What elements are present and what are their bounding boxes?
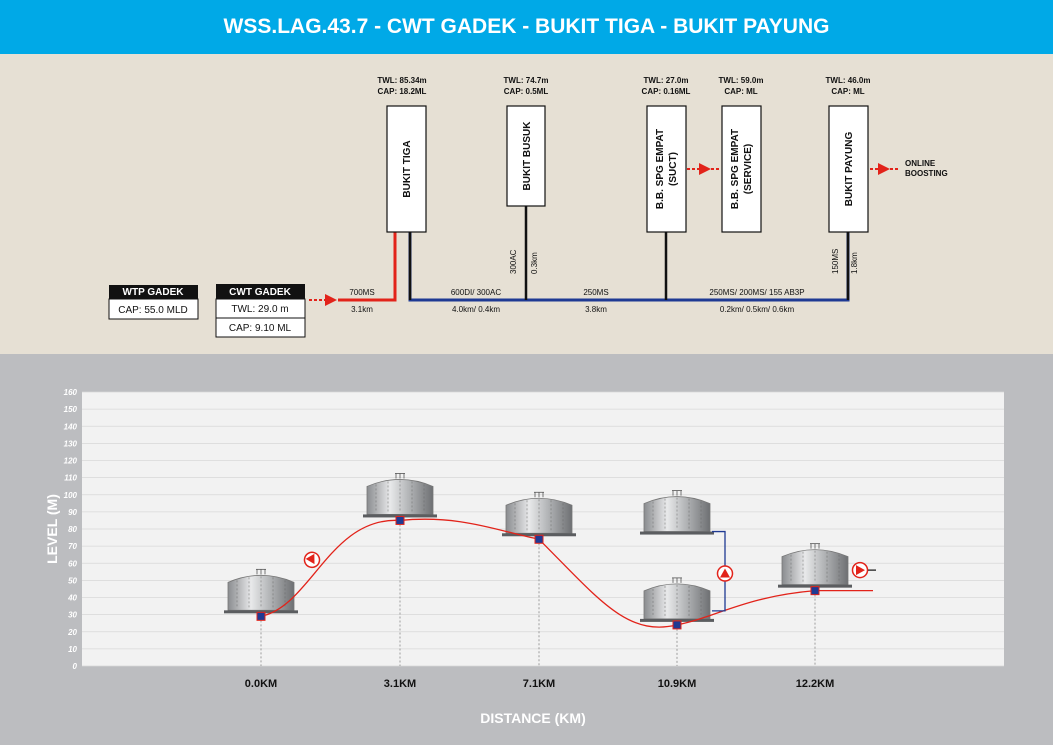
payung-name: BUKIT PAYUNG (844, 132, 855, 207)
tiga-twl: TWL: 85.34m (377, 76, 426, 85)
x-axis-labels: 0.0KM 3.1KM 7.1KM 10.9KM 12.2KM (245, 678, 834, 690)
y-axis-ticks: 0 10 20 30 40 50 60 70 80 90 100 110 120 130 140 150 160 (64, 388, 78, 671)
pump-arrow (720, 568, 730, 578)
y-tick-label: 160 (64, 388, 78, 397)
page-title: WSS.LAG.43.7 - CWT GADEK - BUKIT TIGA - … (0, 0, 1053, 54)
level-marker-icon (256, 611, 266, 621)
y-tick-label: 0 (73, 662, 78, 671)
pump-icon (716, 565, 734, 582)
pipe-2-length: 4.0km/ 0.4km (452, 305, 500, 314)
pumped-main-line (338, 232, 397, 302)
level-marker-icon (534, 534, 544, 544)
pump-icon (309, 294, 337, 306)
service-cap: CAP: ML (724, 87, 757, 96)
tiga-cap: CAP: 18.2ML (378, 87, 427, 96)
suct-name-2: (SUCT) (668, 152, 679, 186)
reservoir-spg-empat-suct: TWL: 27.0m CAP: 0.16ML B.B. SPG EMPAT (S… (642, 76, 691, 233)
online-boosting-line-2: BOOSTING (905, 169, 948, 178)
busuk-twl: TWL: 74.7m (504, 76, 549, 85)
reservoir-spg-empat-service: TWL: 59.0m CAP: ML B.B. SPG EMPAT (SERVI… (719, 76, 764, 233)
reservoir-bukit-busuk: TWL: 74.7m CAP: 0.5ML BUKIT BUSUK (504, 76, 549, 207)
level-marker-icon (672, 620, 682, 630)
schematic-svg: WTP GADEK CAP: 55.0 MLD CWT GADEK TWL: 2… (108, 76, 948, 338)
busuk-cap: CAP: 0.5ML (504, 87, 549, 96)
pipe-3-size: 250MS (583, 288, 608, 297)
level-markers (256, 515, 820, 630)
x-tick-label: 10.9KM (658, 678, 697, 690)
y-tick-label: 30 (68, 611, 77, 620)
payung-pipe-length: 1.8km (850, 252, 859, 274)
wtp-cap: CAP: 55.0 MLD (118, 305, 187, 316)
reservoir-bukit-tiga: TWL: 85.34m CAP: 18.2ML BUKIT TIGA (377, 76, 427, 233)
y-tick-label: 70 (68, 542, 77, 551)
y-tick-label: 100 (64, 491, 78, 500)
busuk-pipe-length: 0.3km (530, 252, 539, 274)
profile-chart-panel: 0 10 20 30 40 50 60 70 80 90 100 110 120 130 140 150 160… (0, 354, 1053, 745)
x-tick-label: 0.0KM (245, 678, 277, 690)
online-boosting-line-1: ONLINE (905, 159, 936, 168)
payung-pipe-size: 150MS (831, 249, 840, 274)
cwt-name: CWT GADEK (229, 287, 291, 298)
y-tick-label: 90 (68, 508, 77, 517)
pumps (303, 551, 876, 582)
payung-cap: CAP: ML (831, 87, 864, 96)
tiga-name: BUKIT TIGA (402, 140, 413, 197)
y-tick-label: 10 (68, 645, 77, 654)
y-tick-label: 130 (64, 439, 78, 448)
x-tick-label: 7.1KM (523, 678, 555, 690)
y-tick-label: 80 (68, 525, 77, 534)
pump-icon (851, 561, 869, 579)
service-name-2: (SERVICE) (743, 144, 754, 194)
y-tick-label: 60 (68, 559, 77, 568)
y-tick-label: 110 (64, 474, 77, 483)
distance-guides (260, 520, 816, 666)
wtp-name: WTP GADEK (123, 287, 185, 298)
y-tick-label: 20 (67, 628, 77, 637)
pipe-4-length: 0.2km/ 0.5km/ 0.6km (720, 305, 795, 314)
pipe-4-size: 250MS/ 200MS/ 155 AB3P (709, 288, 804, 297)
pump-arrow (305, 553, 315, 565)
service-twl: TWL: 59.0m (719, 76, 764, 85)
y-tick-label: 120 (64, 457, 78, 466)
cwt-name-box (216, 284, 305, 299)
pipe-3-length: 3.8km (585, 305, 607, 314)
schematic-panel: WTP GADEK CAP: 55.0 MLD CWT GADEK TWL: 2… (0, 54, 1053, 354)
x-tick-label: 3.1KM (384, 678, 416, 690)
wtp-cap-box (108, 298, 199, 320)
y-axis-title: LEVEL (M) (44, 494, 60, 564)
pump-arrow (856, 565, 865, 576)
level-marker-icon (810, 586, 820, 596)
y-tick-label: 140 (64, 422, 78, 431)
level-marker-icon (395, 515, 405, 525)
busuk-pipe-size: 300AC (509, 249, 518, 274)
y-tick-label: 40 (67, 594, 77, 603)
pump-icon (303, 551, 321, 569)
busuk-name: BUKIT BUSUK (522, 121, 533, 191)
y-tick-label: 150 (64, 405, 78, 414)
pump-icon (870, 163, 900, 175)
pump-icon (687, 163, 721, 175)
cwt-twl: TWL: 29.0 m (231, 304, 288, 315)
pipe-1-size: 700MS (349, 288, 374, 297)
pipe-2-size: 600DI/ 300AC (451, 288, 501, 297)
y-tick-label: 50 (68, 576, 77, 585)
suct-twl: TWL: 27.0m (644, 76, 689, 85)
pipe-1-length: 3.1km (351, 305, 373, 314)
suct-cap: CAP: 0.16ML (642, 87, 691, 96)
suct-name: B.B. SPG EMPAT (655, 129, 666, 209)
level-profile-chart: 0 10 20 30 40 50 60 70 80 90 100 110 120 130 140 150 160… (44, 388, 1004, 726)
wtp-name-box (109, 285, 198, 299)
service-name: B.B. SPG EMPAT (730, 129, 741, 209)
reservoir-bukit-payung: TWL: 46.0m CAP: ML BUKIT PAYUNG (826, 76, 871, 233)
cwt-cap-box (215, 317, 306, 338)
x-axis-title: DISTANCE (KM) (480, 710, 586, 726)
payung-twl: TWL: 46.0m (826, 76, 871, 85)
cwt-cap: CAP: 9.10 ML (229, 323, 292, 334)
x-tick-label: 12.2KM (796, 678, 835, 690)
